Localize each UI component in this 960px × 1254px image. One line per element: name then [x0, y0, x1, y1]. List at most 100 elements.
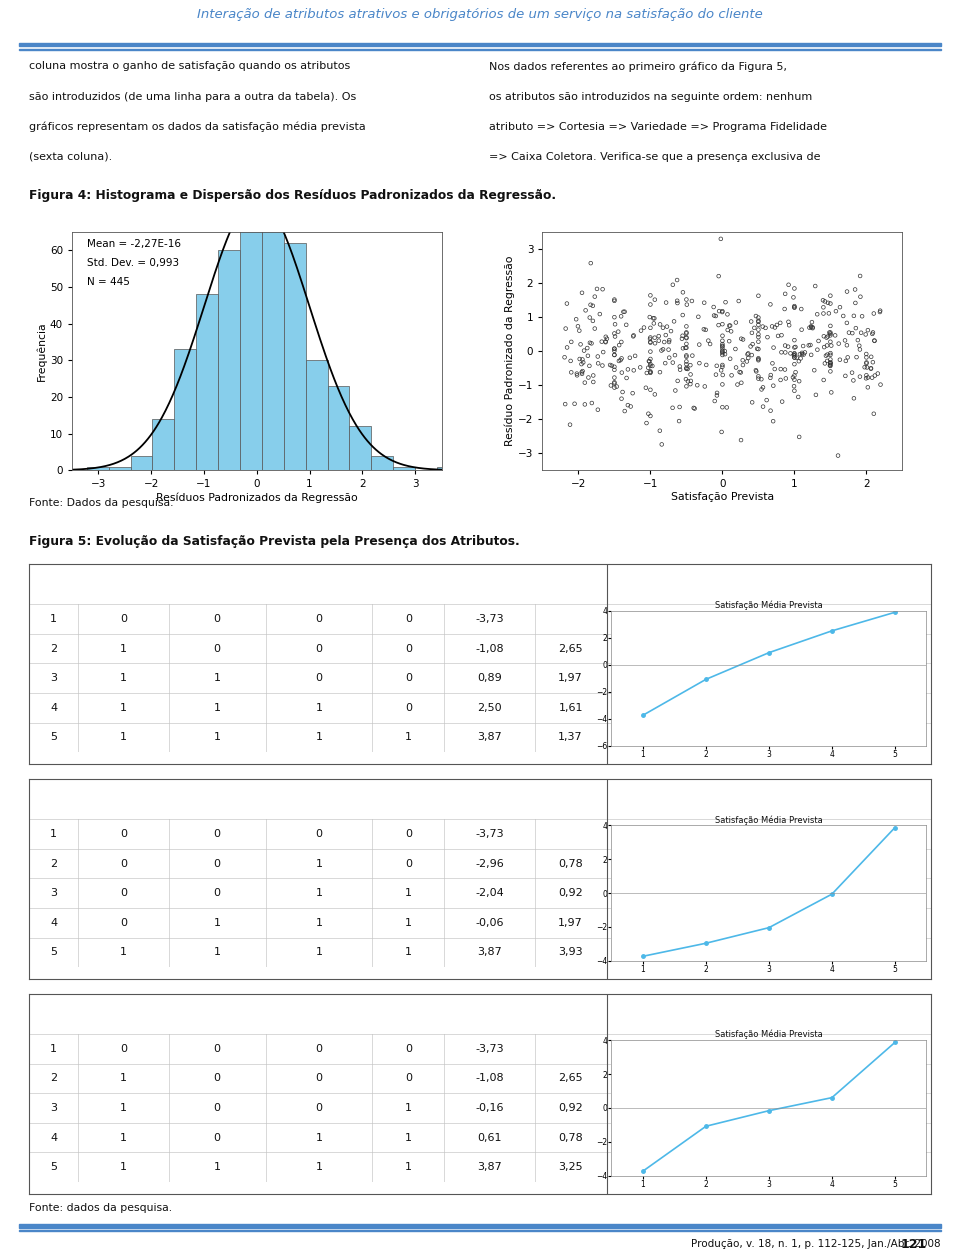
Point	[748, 360, 763, 380]
Point	[765, 354, 780, 374]
Point	[806, 360, 822, 380]
Text: 0: 0	[214, 614, 221, 624]
Point	[717, 344, 732, 364]
Text: 1: 1	[120, 702, 127, 712]
Text: 0,92: 0,92	[558, 888, 583, 898]
Point	[809, 340, 825, 360]
Text: N = 445: N = 445	[86, 277, 130, 287]
Bar	[19, 1224, 941, 1228]
Title: Satisfação Média Prevista: Satisfação Média Prevista	[715, 815, 823, 825]
Point	[666, 311, 682, 331]
Y-axis label: Frequência: Frequência	[36, 321, 47, 381]
Point	[578, 300, 593, 320]
Point	[654, 341, 669, 361]
Point	[607, 372, 622, 393]
Text: 1: 1	[50, 614, 57, 624]
Point	[577, 394, 592, 414]
Point	[852, 266, 868, 286]
Point	[575, 361, 590, 381]
Point	[667, 380, 683, 400]
Point	[756, 377, 771, 398]
Bar	[108, 466, 131, 470]
Point	[679, 346, 694, 366]
Point	[845, 324, 860, 344]
Point	[675, 326, 690, 346]
Point	[560, 337, 575, 357]
Point	[787, 297, 803, 317]
Text: Nos dados referentes ao primeiro gráfico da Figura 5,: Nos dados referentes ao primeiro gráfico…	[489, 61, 787, 71]
Point	[575, 350, 590, 370]
Point	[708, 306, 724, 326]
Point	[787, 344, 803, 364]
Point	[640, 357, 656, 377]
Point	[867, 331, 882, 351]
Point	[675, 339, 690, 359]
Text: 0: 0	[316, 1104, 323, 1114]
Point	[823, 350, 838, 370]
Point	[733, 329, 749, 349]
Point	[692, 354, 708, 374]
Text: CORTESIA: CORTESIA	[96, 1009, 151, 1020]
Point	[698, 320, 713, 340]
Text: VARIEDADE: VARIEDADE	[185, 1009, 250, 1020]
Text: 3: 3	[50, 673, 57, 683]
Point	[733, 430, 749, 450]
Bar	[131, 455, 153, 470]
Point	[674, 329, 689, 349]
Point	[652, 362, 667, 382]
Point	[751, 307, 766, 327]
Text: SIT.: SIT.	[43, 1009, 63, 1020]
Point	[751, 327, 766, 347]
Point	[714, 398, 730, 418]
Text: 1,37: 1,37	[559, 732, 583, 742]
Point	[679, 376, 694, 396]
Text: 0: 0	[214, 859, 221, 869]
Point	[749, 361, 764, 381]
Point	[718, 292, 733, 312]
Point	[586, 296, 601, 316]
Point	[687, 399, 703, 419]
Point	[670, 293, 685, 314]
Point	[751, 349, 766, 369]
Point	[617, 401, 633, 421]
Point	[873, 301, 888, 321]
Point	[787, 381, 803, 401]
Text: -0,16: -0,16	[475, 1104, 504, 1114]
Point	[711, 315, 727, 335]
Point	[645, 356, 660, 376]
Point	[794, 298, 809, 319]
Point	[714, 336, 730, 356]
Text: EVOLUÇÃO DA
SATISFAÇÃO: EVOLUÇÃO DA SATISFAÇÃO	[729, 572, 809, 597]
Text: 121: 121	[900, 1238, 926, 1250]
Text: 0: 0	[214, 643, 221, 653]
Point	[643, 317, 659, 337]
Text: 0: 0	[316, 1043, 323, 1053]
Point	[804, 316, 819, 336]
Point	[643, 286, 659, 306]
Point	[647, 327, 662, 347]
Text: 1: 1	[316, 1132, 323, 1142]
Text: 4: 4	[50, 918, 58, 928]
Point	[840, 347, 855, 367]
Text: 1: 1	[50, 1043, 57, 1053]
Point	[852, 287, 868, 307]
Text: coluna mostra o ganho de satisfação quando os atributos: coluna mostra o ganho de satisfação quan…	[29, 61, 350, 71]
Y-axis label: Resíduo Padronizado da Regressão: Resíduo Padronizado da Regressão	[505, 256, 516, 446]
Point	[626, 360, 641, 380]
Point	[623, 396, 638, 416]
Point	[765, 411, 780, 431]
Text: VARIEDADE: VARIEDADE	[185, 794, 250, 804]
Point	[607, 291, 622, 311]
Text: 0: 0	[120, 859, 127, 869]
Point	[751, 350, 766, 370]
Point	[672, 356, 687, 376]
Point	[852, 336, 867, 356]
Point	[848, 280, 863, 300]
Point	[830, 445, 846, 465]
Point	[866, 303, 881, 324]
Point	[679, 334, 694, 354]
Point	[679, 359, 694, 379]
Point	[669, 270, 684, 290]
Point	[604, 356, 619, 376]
Point	[860, 320, 876, 340]
